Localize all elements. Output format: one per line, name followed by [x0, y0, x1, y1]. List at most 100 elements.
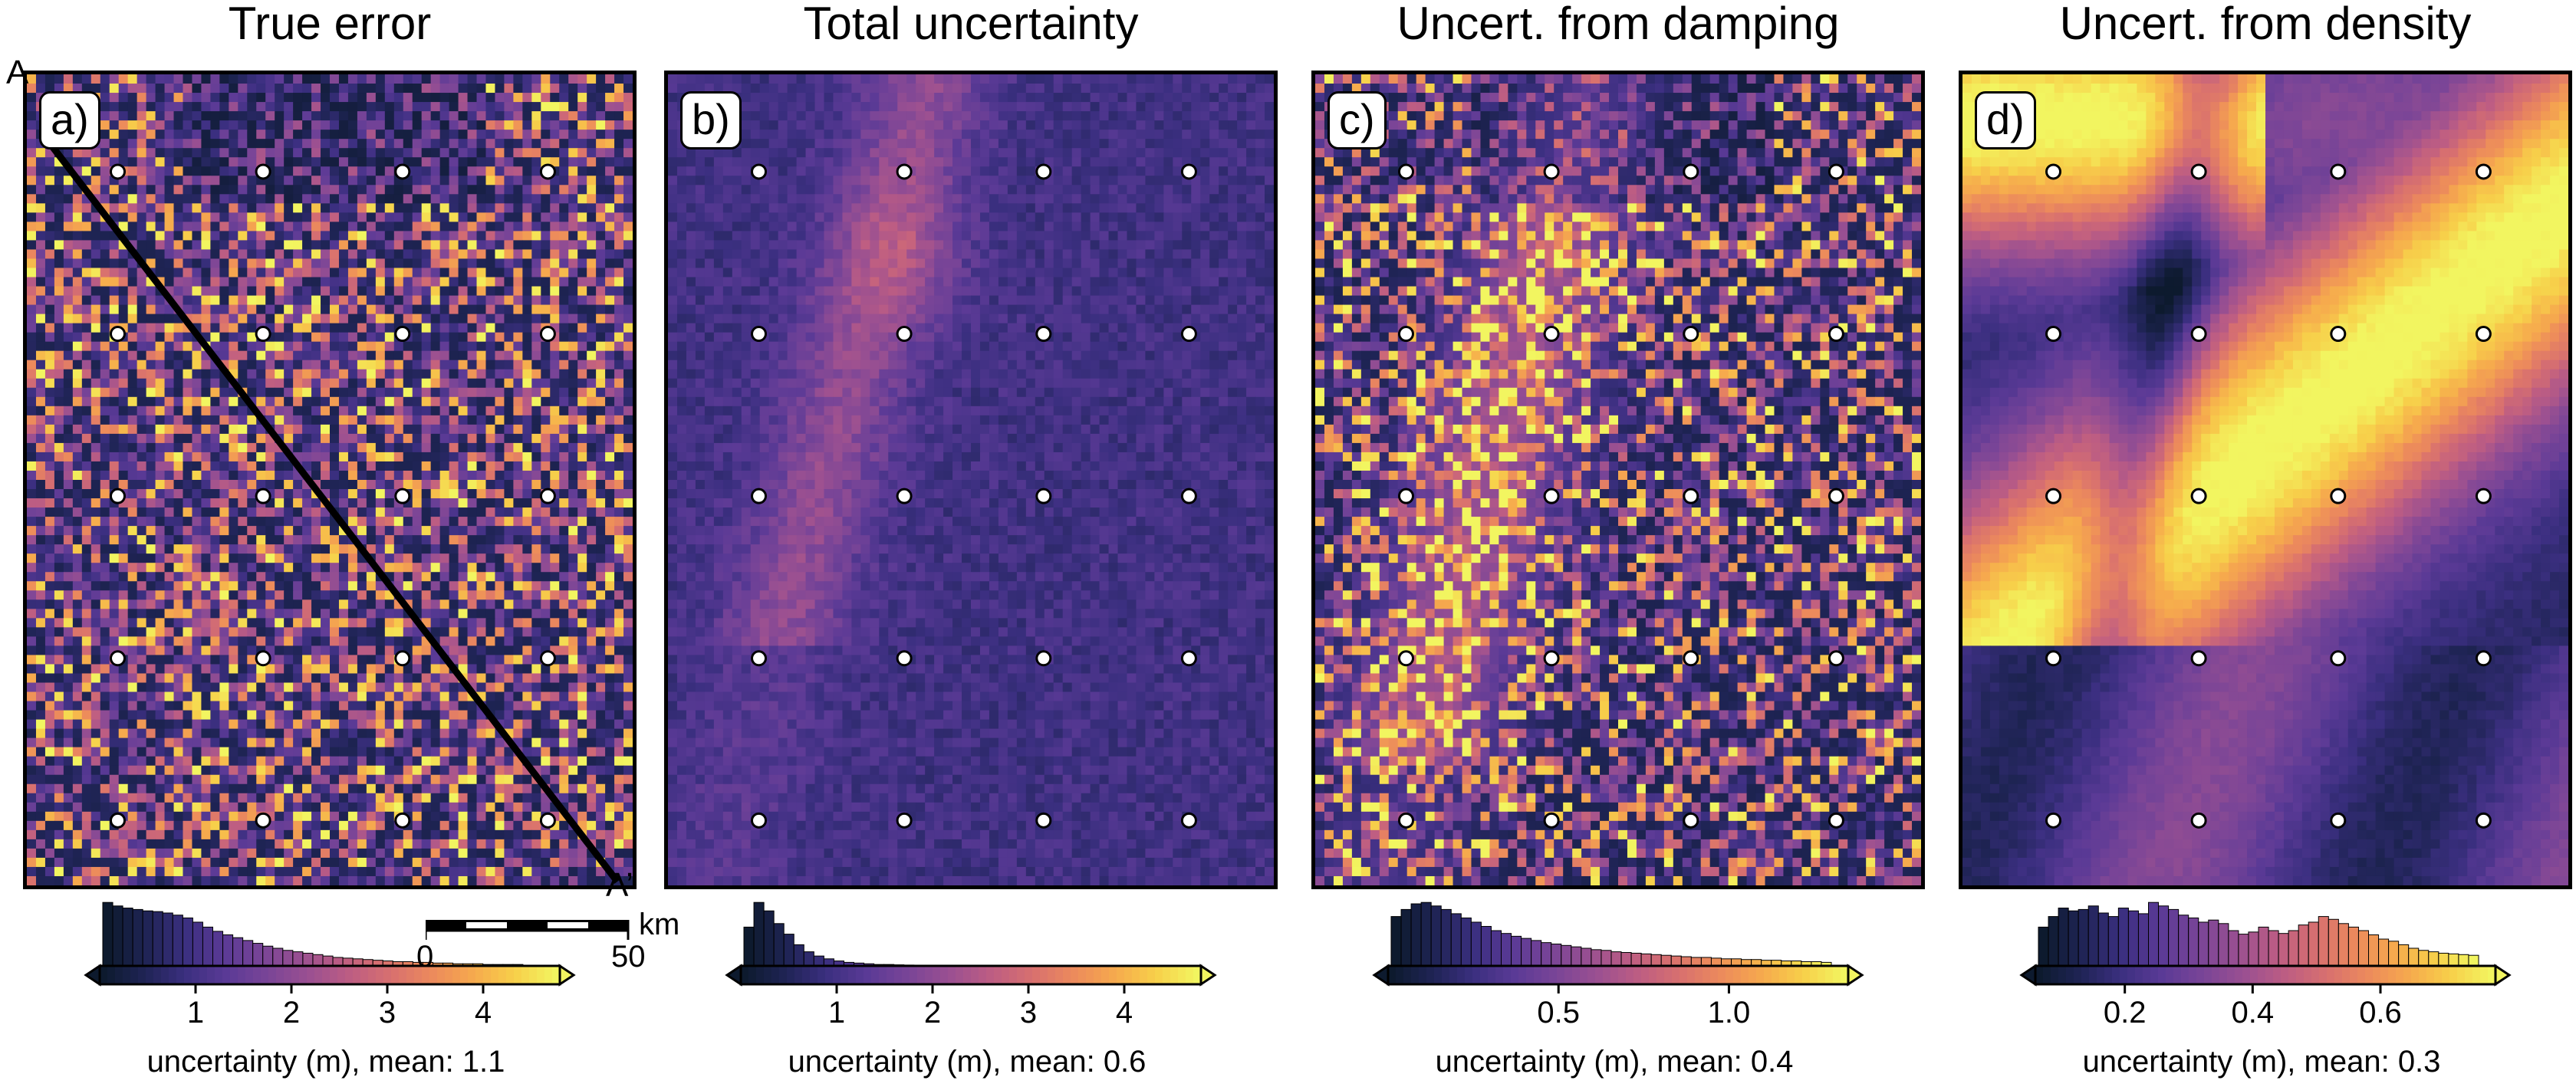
heatmap-cell	[173, 489, 184, 499]
heatmap-cell	[265, 480, 275, 490]
heatmap-cell	[338, 581, 349, 591]
heatmap-cell	[100, 645, 110, 656]
heatmap-cell	[559, 84, 569, 94]
heatmap-cell	[27, 102, 37, 112]
heatmap-cell	[541, 433, 551, 444]
heatmap-cell	[44, 609, 55, 619]
heatmap-cell	[210, 148, 220, 158]
heatmap-cell	[541, 415, 551, 425]
heatmap-cell	[311, 599, 321, 609]
heatmap-cell	[375, 636, 386, 647]
heatmap-cell	[531, 240, 541, 251]
heatmap-cell	[577, 498, 587, 508]
heatmap-cell	[247, 765, 257, 776]
heatmap-cell	[192, 526, 202, 536]
heatmap-cell	[366, 249, 377, 260]
heatmap-cell	[375, 433, 386, 444]
heatmap-cell	[164, 148, 175, 158]
heatmap-cell	[90, 553, 101, 563]
heatmap-cell	[201, 231, 211, 241]
heatmap-cell	[72, 369, 83, 379]
heatmap-cell	[449, 350, 459, 361]
heatmap-cell	[449, 93, 459, 103]
heatmap-cell	[439, 673, 450, 684]
heatmap-cell	[284, 581, 294, 591]
heatmap-cell	[275, 258, 285, 269]
heatmap-cell	[614, 609, 624, 619]
heatmap-cell	[284, 664, 294, 675]
heatmap-cell	[311, 701, 321, 711]
heatmap-cell	[347, 710, 358, 721]
heatmap-cell	[201, 102, 211, 112]
heatmap-cell	[403, 277, 413, 287]
heatmap-cell	[467, 120, 478, 130]
heatmap-cell	[357, 655, 367, 665]
heatmap-cell	[357, 212, 367, 222]
heatmap-cell	[63, 323, 74, 333]
heatmap-cell	[201, 470, 211, 481]
heatmap-cell	[219, 553, 229, 563]
heatmap-cell	[192, 212, 202, 222]
heatmap-cell	[201, 544, 211, 554]
heatmap-cell	[63, 664, 74, 675]
heatmap-cell	[366, 480, 377, 490]
heatmap-cell	[238, 424, 248, 435]
heatmap-cell	[568, 176, 578, 186]
heatmap-cell	[155, 304, 166, 315]
heatmap-cell	[293, 185, 303, 195]
heatmap-cell	[522, 719, 532, 730]
heatmap-cell	[155, 102, 166, 112]
heatmap-cell	[504, 498, 514, 508]
heatmap-cell	[476, 314, 487, 324]
heatmap-cell	[384, 194, 395, 204]
heatmap-cell	[155, 360, 166, 370]
heatmap-cell	[219, 323, 229, 333]
heatmap-cell	[81, 433, 92, 444]
heatmap-cell	[458, 396, 469, 407]
heatmap-cell	[531, 74, 541, 84]
heatmap-cell	[421, 157, 432, 167]
heatmap-cell	[476, 645, 487, 656]
heatmap-cell	[137, 111, 147, 121]
heatmap-cell	[265, 572, 275, 582]
heatmap-cell	[183, 387, 193, 398]
heatmap-cell	[118, 452, 129, 462]
heatmap-cell	[321, 258, 331, 269]
heatmap-cell	[531, 719, 541, 730]
heatmap-cell	[541, 93, 551, 103]
heatmap-cell	[109, 737, 120, 748]
heatmap-cell	[614, 636, 624, 647]
heatmap-cell	[183, 728, 193, 739]
heatmap-cell	[63, 360, 74, 370]
heatmap-cell	[275, 572, 285, 582]
heatmap-cell	[495, 258, 505, 269]
heatmap-cell	[347, 130, 358, 140]
heatmap-cell	[72, 332, 83, 343]
heatmap-cell	[192, 507, 202, 517]
heatmap-cell	[559, 360, 569, 370]
heatmap-cell	[550, 304, 560, 315]
heatmap-cell	[338, 728, 349, 739]
heatmap-cell	[605, 341, 615, 352]
heatmap-cell	[265, 627, 275, 637]
heatmap-cell	[403, 433, 413, 444]
heatmap-cell	[614, 645, 624, 656]
heatmap-cell	[559, 314, 569, 324]
heatmap-cell	[375, 756, 386, 767]
heatmap-cell	[375, 323, 386, 333]
heatmap-cell	[54, 737, 64, 748]
heatmap-cell	[384, 314, 395, 324]
heatmap-cell	[265, 212, 275, 222]
heatmap-cell	[164, 240, 175, 251]
heatmap-cell	[623, 442, 633, 453]
heatmap-cell	[164, 194, 175, 204]
heatmap-cell	[577, 691, 587, 702]
heatmap-cell	[238, 590, 248, 600]
heatmap-cell	[256, 433, 266, 444]
heatmap-cell	[559, 295, 569, 306]
heatmap-cell	[146, 369, 156, 379]
heatmap-cell	[137, 120, 147, 130]
heatmap-cell	[330, 295, 340, 306]
heatmap-cell	[338, 424, 349, 435]
heatmap-cell	[495, 203, 505, 213]
